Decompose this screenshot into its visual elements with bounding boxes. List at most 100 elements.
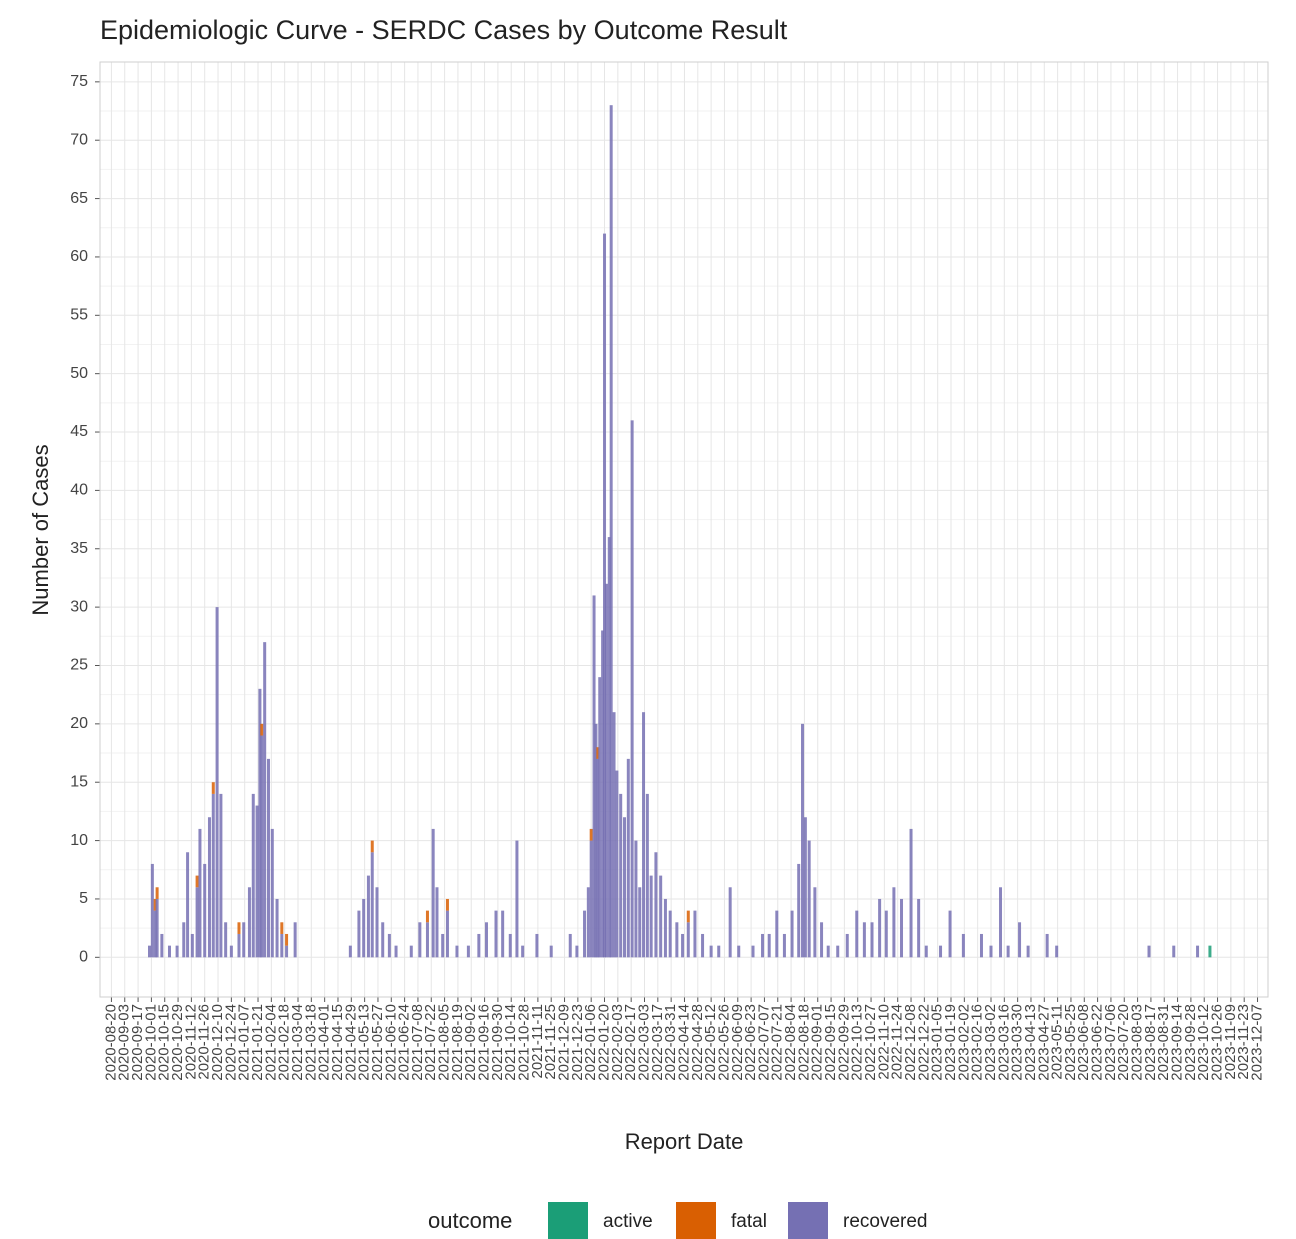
x-tick-label: 2023-06-08 bbox=[1075, 1004, 1092, 1081]
y-tick-label: 0 bbox=[79, 949, 88, 966]
x-tick-label: 2021-10-14 bbox=[502, 1004, 519, 1081]
y-tick-label: 40 bbox=[70, 482, 88, 499]
bar-segment bbox=[186, 852, 190, 958]
bar-segment bbox=[900, 898, 904, 958]
bar-segment bbox=[767, 933, 771, 958]
x-tick-label: 2022-04-28 bbox=[689, 1004, 706, 1081]
bar-segment bbox=[645, 793, 649, 958]
bar-segment bbox=[207, 817, 211, 958]
bar-segment bbox=[549, 945, 553, 958]
bar-segment bbox=[807, 840, 811, 958]
legend-label: active bbox=[603, 1211, 653, 1232]
bar-segment bbox=[659, 875, 663, 958]
bar-segment bbox=[604, 583, 608, 958]
bar-segment bbox=[280, 922, 284, 934]
x-tick-label: 2021-04-01 bbox=[316, 1004, 333, 1081]
y-tick-label: 75 bbox=[70, 73, 88, 90]
bar-segment bbox=[394, 945, 398, 958]
bar-segment bbox=[293, 922, 297, 958]
y-tick-label: 65 bbox=[70, 190, 88, 207]
bar-segment bbox=[668, 910, 672, 958]
legend-label: recovered bbox=[843, 1211, 928, 1232]
y-tick-label: 20 bbox=[70, 715, 88, 732]
x-axis-title: Report Date bbox=[625, 1129, 744, 1154]
x-tick-label: 2021-04-29 bbox=[342, 1004, 359, 1081]
bar-segment bbox=[797, 863, 801, 958]
bar-segment bbox=[466, 945, 470, 958]
bar-segment bbox=[375, 887, 379, 958]
x-tick-label: 2023-07-20 bbox=[1115, 1004, 1132, 1081]
x-tick-label: 2022-02-17 bbox=[622, 1004, 639, 1081]
bar-segment bbox=[203, 863, 207, 958]
bar-segment bbox=[195, 887, 199, 958]
bar-segment bbox=[589, 840, 593, 958]
bar-segment bbox=[1196, 945, 1200, 958]
bar-segment bbox=[260, 723, 264, 736]
legend-title: outcome bbox=[428, 1208, 512, 1233]
x-tick-label: 2021-05-27 bbox=[369, 1004, 386, 1081]
bar-segment bbox=[494, 910, 498, 958]
x-tick-label: 2020-11-26 bbox=[196, 1004, 213, 1080]
x-tick-label: 2022-07-21 bbox=[769, 1004, 786, 1081]
x-tick-label: 2022-07-07 bbox=[755, 1004, 772, 1081]
bar-segment bbox=[280, 933, 284, 958]
bar-segment bbox=[989, 945, 993, 958]
bar-segment bbox=[431, 828, 435, 958]
bar-segment bbox=[717, 945, 721, 958]
bar-segment bbox=[654, 852, 658, 958]
bar-segment bbox=[160, 933, 164, 958]
y-tick-label: 5 bbox=[79, 890, 88, 907]
bar-segment bbox=[594, 723, 598, 958]
x-tick-label: 2021-02-04 bbox=[262, 1004, 279, 1081]
bar-segment bbox=[675, 922, 679, 958]
bar-segment bbox=[435, 887, 439, 958]
x-tick-label: 2022-02-03 bbox=[609, 1004, 626, 1081]
bar-segment bbox=[357, 910, 361, 958]
bar-segment bbox=[251, 793, 255, 958]
bar-segment bbox=[638, 887, 642, 958]
x-tick-label: 2021-06-24 bbox=[396, 1004, 413, 1081]
bar-segment bbox=[813, 887, 817, 958]
x-tick-label: 2022-06-09 bbox=[729, 1004, 746, 1081]
bar-segment bbox=[615, 770, 619, 958]
x-tick-label: 2022-08-18 bbox=[795, 1004, 812, 1081]
bar-segment bbox=[693, 910, 697, 958]
bar-segment bbox=[589, 828, 593, 841]
bar-segment bbox=[1026, 945, 1030, 958]
x-tick-label: 2023-02-16 bbox=[969, 1004, 986, 1081]
x-tick-label: 2022-04-14 bbox=[675, 1004, 692, 1081]
bar-segment bbox=[701, 933, 705, 958]
bar-segment bbox=[878, 898, 882, 958]
y-tick-label: 50 bbox=[70, 365, 88, 382]
bar-segment bbox=[663, 898, 667, 958]
x-tick-label: 2023-02-02 bbox=[955, 1004, 972, 1081]
bar-segment bbox=[247, 887, 251, 958]
bar-segment bbox=[601, 630, 605, 958]
bar-segment bbox=[623, 817, 627, 958]
x-tick-label: 2020-09-17 bbox=[129, 1004, 146, 1081]
bar-segment bbox=[820, 922, 824, 958]
x-tick-label: 2021-08-19 bbox=[449, 1004, 466, 1081]
bar-segment bbox=[535, 933, 539, 958]
bar-segment bbox=[939, 945, 943, 958]
y-tick-label: 55 bbox=[70, 307, 88, 324]
bar-segment bbox=[884, 910, 888, 958]
x-tick-label: 2022-09-29 bbox=[835, 1004, 852, 1081]
x-tick-label: 2022-05-12 bbox=[702, 1004, 719, 1081]
bar-segment bbox=[596, 758, 600, 958]
bar-segment bbox=[215, 607, 219, 958]
bar-segment bbox=[803, 817, 807, 958]
bar-segment bbox=[1006, 945, 1010, 958]
bar-segment bbox=[425, 922, 429, 958]
bar-segment bbox=[219, 793, 223, 958]
bar-segment bbox=[508, 933, 512, 958]
x-tick-label: 2020-10-15 bbox=[156, 1004, 173, 1081]
bar-segment bbox=[195, 875, 199, 888]
bar-segment bbox=[761, 933, 765, 958]
bar-segment bbox=[709, 945, 713, 958]
x-tick-label: 2022-10-27 bbox=[862, 1004, 879, 1081]
x-tick-label: 2021-04-15 bbox=[329, 1004, 346, 1081]
x-tick-label: 2020-12-24 bbox=[222, 1004, 239, 1081]
bar-segment bbox=[630, 420, 634, 958]
